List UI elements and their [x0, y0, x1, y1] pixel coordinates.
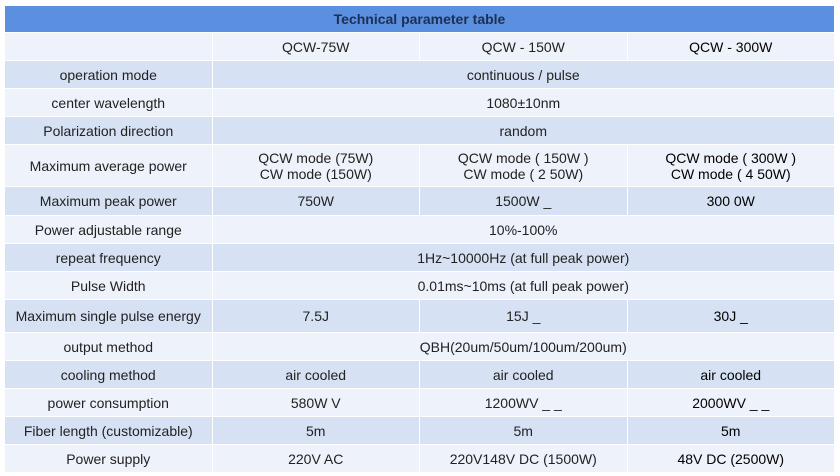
cell-line: CW mode ( 4 50W) — [670, 165, 791, 182]
row-label: Fiber length (customizable) — [4, 416, 213, 445]
table-title-row: Technical parameter table — [4, 5, 835, 33]
row-label: Power supply — [4, 444, 213, 473]
row-merged-value: 0.01ms~10ms (at full peak power) — [211, 271, 835, 300]
cell-value: 5m — [419, 416, 628, 445]
table-row: Polarization direction random — [4, 116, 835, 145]
header-qcw-150w: QCW - 150W — [419, 32, 628, 61]
cell-line: QCW mode ( 300W ) — [665, 149, 797, 166]
cell-value: 300 0W — [626, 186, 835, 216]
row-label: cooling method — [4, 360, 213, 389]
cell-line: QCW mode ( 150W ) — [457, 149, 589, 166]
row-merged-value: 1Hz~10000Hz (at full peak power) — [211, 243, 835, 272]
row-merged-value: 10%-100% — [211, 215, 835, 244]
cell-value: 7.5J — [211, 299, 420, 333]
cell-line: QCW mode (75W) — [258, 149, 374, 166]
cell-value: 220V148V DC (1500W) — [419, 444, 628, 473]
cell-value: 220V AC — [211, 444, 420, 473]
cell-value: air cooled — [211, 360, 420, 389]
row-label: operation mode — [4, 60, 213, 89]
header-row: QCW-75W QCW - 150W QCW - 300W — [4, 32, 835, 61]
table-row: output method QBH(20um/50um/100um/200um) — [4, 332, 835, 361]
row-label: Maximum single pulse energy — [4, 299, 213, 333]
table-title: Technical parameter table — [4, 5, 835, 33]
cell-value: 580W V — [211, 388, 420, 417]
cell-value: QCW mode ( 150W ) CW mode ( 2 50W) — [419, 144, 628, 187]
row-label: Polarization direction — [4, 116, 213, 145]
table-row: Maximum peak power 750W 1500W _ 300 0W — [4, 186, 835, 216]
header-qcw-75w: QCW-75W — [211, 32, 420, 61]
row-merged-value: 1080±10nm — [211, 88, 835, 117]
row-label: power consumption — [4, 388, 213, 417]
row-label: Pulse Width — [4, 271, 213, 300]
cell-value: QCW mode ( 300W ) CW mode ( 4 50W) — [626, 144, 835, 187]
table-row: Fiber length (customizable) 5m 5m 5m — [4, 416, 835, 445]
cell-value: 2000WV _ _ — [626, 388, 835, 417]
table-row: operation mode continuous / pulse — [4, 60, 835, 89]
cell-line: CW mode (150W) — [259, 165, 372, 182]
cell-value: 1500W _ — [419, 186, 628, 216]
row-label: Power adjustable range — [4, 215, 213, 244]
row-label: repeat frequency — [4, 243, 213, 272]
row-merged-value: continuous / pulse — [211, 60, 835, 89]
row-label: Maximum peak power — [4, 186, 213, 216]
table-row: Power adjustable range 10%-100% — [4, 215, 835, 244]
row-merged-value: random — [211, 116, 835, 145]
table-row: Maximum average power QCW mode (75W) CW … — [4, 144, 835, 187]
table-row: Maximum single pulse energy 7.5J 15J _ 3… — [4, 299, 835, 333]
cell-value: QCW mode (75W) CW mode (150W) — [211, 144, 420, 187]
cell-value: air cooled — [419, 360, 628, 389]
table-row: Pulse Width 0.01ms~10ms (at full peak po… — [4, 271, 835, 300]
table-row: repeat frequency 1Hz~10000Hz (at full pe… — [4, 243, 835, 272]
row-label: output method — [4, 332, 213, 361]
table-row: cooling method air cooled air cooled air… — [4, 360, 835, 389]
cell-line: CW mode ( 2 50W) — [463, 165, 584, 182]
technical-parameter-table: Technical parameter table QCW-75W QCW - … — [4, 5, 835, 473]
row-label: center wavelength — [4, 88, 213, 117]
row-merged-value: QBH(20um/50um/100um/200um) — [211, 332, 835, 361]
cell-value: 1200WV _ _ — [419, 388, 628, 417]
cell-value: 5m — [626, 416, 835, 445]
cell-value: 30J _ — [626, 299, 835, 333]
header-empty — [4, 32, 213, 61]
table-row: power consumption 580W V 1200WV _ _ 2000… — [4, 388, 835, 417]
table-row: center wavelength 1080±10nm — [4, 88, 835, 117]
cell-value: 15J _ — [419, 299, 628, 333]
cell-value: 5m — [211, 416, 420, 445]
header-qcw-300w: QCW - 300W — [626, 32, 835, 61]
row-label: Maximum average power — [4, 144, 213, 187]
cell-value: 48V DC (2500W) — [626, 444, 835, 473]
table-row: Power supply 220V AC 220V148V DC (1500W)… — [4, 444, 835, 473]
cell-value: air cooled — [626, 360, 835, 389]
cell-value: 750W — [211, 186, 420, 216]
